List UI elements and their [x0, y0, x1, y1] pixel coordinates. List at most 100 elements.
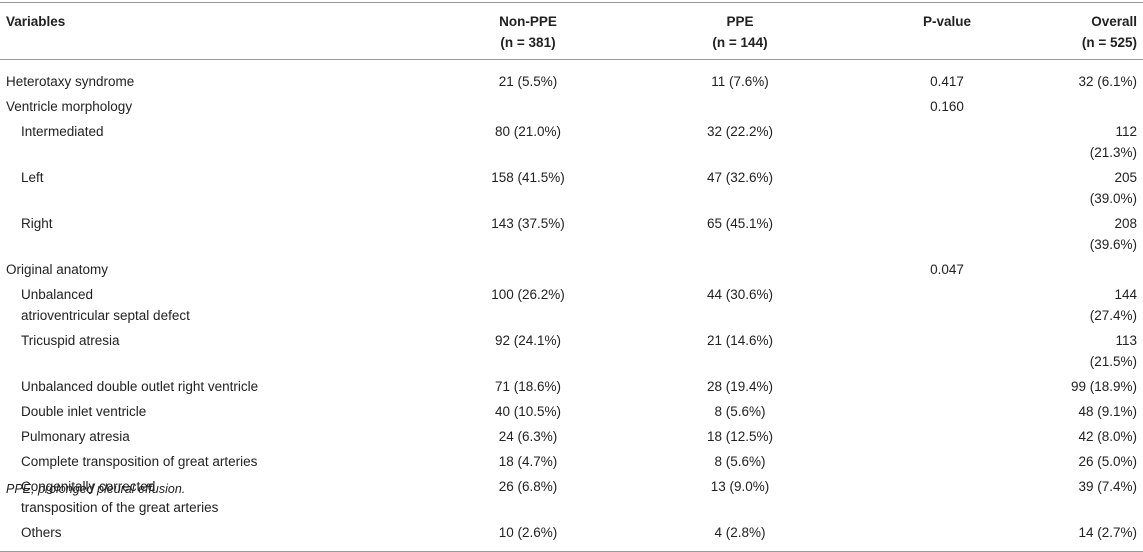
cell: [831, 474, 1063, 520]
sub-row: Others 10 (2.6%) 4 (2.8%) 14 (2.7%): [0, 520, 1143, 552]
cell: [831, 374, 1063, 399]
cell: 80 (21.0%): [494, 124, 562, 139]
header-row: Variables Non-PPE (n = 381) PPE (n = 144) P-v…: [0, 2, 1143, 60]
cell: 208 (39.6%): [1089, 216, 1137, 252]
cell: 48 (9.1%): [1078, 404, 1137, 419]
cell: Complete transposition of great arteries: [21, 454, 258, 469]
cell: Right: [21, 216, 53, 231]
header-name: PPE: [726, 14, 754, 29]
cell: [831, 328, 1063, 374]
cell: Intermediated: [21, 124, 104, 139]
cell: 26 (5.0%): [1078, 454, 1137, 469]
cell: 113 (21.5%): [1089, 333, 1137, 369]
cell: 0.160: [930, 99, 964, 114]
cell: [1063, 257, 1143, 282]
cell: [649, 94, 831, 119]
sub-row: Double inlet ventricle 40 (10.5%) 8 (5.6%)…: [0, 399, 1143, 424]
cell: 32 (22.2%): [706, 124, 774, 139]
sub-row: Intermediated 80 (21.0%) 32 (22.2%) 112 (21…: [0, 119, 1143, 165]
cell: 40 (10.5%): [494, 404, 562, 419]
cell: [407, 94, 649, 119]
header-cell: Overall (n = 525): [1063, 2, 1143, 60]
cell: [831, 165, 1063, 211]
cell: 39 (7.4%): [1078, 479, 1137, 494]
cell: [649, 257, 831, 282]
cell: 44 (30.6%): [706, 287, 774, 302]
header-n: (n = 525): [1081, 35, 1137, 50]
header-name: Variables: [6, 14, 66, 29]
cell: Congenitally corrected transposition of …: [21, 479, 219, 515]
sub-row: Unbalanced atrioventricular septal defec…: [0, 282, 1143, 328]
cell: 92 (24.1%): [494, 333, 562, 348]
cell: 158 (41.5%): [491, 170, 565, 185]
cell: 24 (6.3%): [498, 429, 558, 444]
cell: 21 (14.6%): [706, 333, 774, 348]
cell: [831, 424, 1063, 449]
cell: 143 (37.5%): [491, 216, 565, 231]
cell: 4 (2.8%): [714, 525, 766, 540]
cell: 99 (18.9%): [1070, 379, 1137, 394]
header-name: P-value: [922, 14, 972, 29]
cell: Pulmonary atresia: [21, 429, 130, 444]
cell: 42 (8.0%): [1078, 429, 1137, 444]
cell: 47 (32.6%): [706, 170, 774, 185]
header-cell: P-value: [831, 2, 1063, 60]
cell: 11 (7.6%): [711, 74, 769, 89]
sub-row: Unbalanced double outlet right ventricle…: [0, 374, 1143, 399]
sub-row: Pulmonary atresia 24 (6.3%) 18 (12.5%) 42 (…: [0, 424, 1143, 449]
cell: [831, 399, 1063, 424]
cell: 8 (5.6%): [714, 454, 766, 469]
sub-row: Right 143 (37.5%) 65 (45.1%) 208 (39.6%): [0, 211, 1143, 257]
cell: Left: [21, 170, 44, 185]
sub-row: Congenitally corrected transposition of …: [0, 474, 1143, 520]
cell: 18 (12.5%): [706, 429, 774, 444]
cell: 28 (19.4%): [706, 379, 774, 394]
cell: Unbalanced atrioventricular septal defec…: [21, 287, 190, 323]
cell: 8 (5.6%): [714, 404, 766, 419]
cell: Unbalanced double outlet right ventricle: [21, 379, 259, 394]
header-name: Overall: [1091, 14, 1137, 29]
cell: 21 (5.5%): [498, 74, 558, 89]
row: Original anatomy 0.047: [0, 257, 1143, 282]
cell: [831, 119, 1063, 165]
header-cell: PPE (n = 144): [649, 2, 831, 60]
cell: 26 (6.8%): [498, 479, 558, 494]
row: Ventricle morphology 0.160: [0, 94, 1143, 119]
header-n: (n = 144): [712, 35, 768, 50]
cell: 0.417: [930, 74, 964, 89]
cell: 13 (9.0%): [710, 479, 770, 494]
cell: 10 (2.6%): [498, 525, 558, 540]
row: Heterotaxy syndrome 21 (5.5%) 11 (7.6%) 0.4…: [0, 60, 1143, 95]
cell: 112 (21.3%): [1089, 124, 1137, 160]
cell: 144 (27.4%): [1089, 287, 1137, 323]
cell: Double inlet ventricle: [21, 404, 147, 419]
cell: 14 (2.7%): [1078, 525, 1137, 540]
cell: Tricuspid atresia: [21, 333, 120, 348]
cell: [831, 282, 1063, 328]
header-n: (n = 381): [500, 35, 556, 50]
cell: [831, 449, 1063, 474]
cell: 65 (45.1%): [706, 216, 774, 231]
cell: [1063, 94, 1143, 119]
cell: 18 (4.7%): [498, 454, 558, 469]
footnote: PPE, prolonged pleural effusion.: [6, 482, 186, 496]
cell: 100 (26.2%): [491, 287, 565, 302]
cell: 71 (18.6%): [494, 379, 562, 394]
cell: Original anatomy: [6, 262, 109, 277]
header-name: Non-PPE: [499, 14, 557, 29]
sub-row: Tricuspid atresia 92 (24.1%) 21 (14.6%) 113…: [0, 328, 1143, 374]
cell: [831, 520, 1063, 552]
cell: 32 (6.1%): [1078, 74, 1137, 89]
table-body: Heterotaxy syndrome 21 (5.5%) 11 (7.6%) 0.4…: [0, 60, 1143, 552]
cell: Others: [21, 525, 62, 540]
header-cell: Variables: [0, 2, 407, 60]
sub-row: Complete transposition of great arteries…: [0, 449, 1143, 474]
cell: [407, 257, 649, 282]
sub-row: Left 158 (41.5%) 47 (32.6%) 205 (39.0%): [0, 165, 1143, 211]
cell: 0.047: [930, 262, 964, 277]
cell: Ventricle morphology: [6, 99, 133, 114]
cell: [831, 211, 1063, 257]
header-cell: Non-PPE (n = 381): [407, 2, 649, 60]
